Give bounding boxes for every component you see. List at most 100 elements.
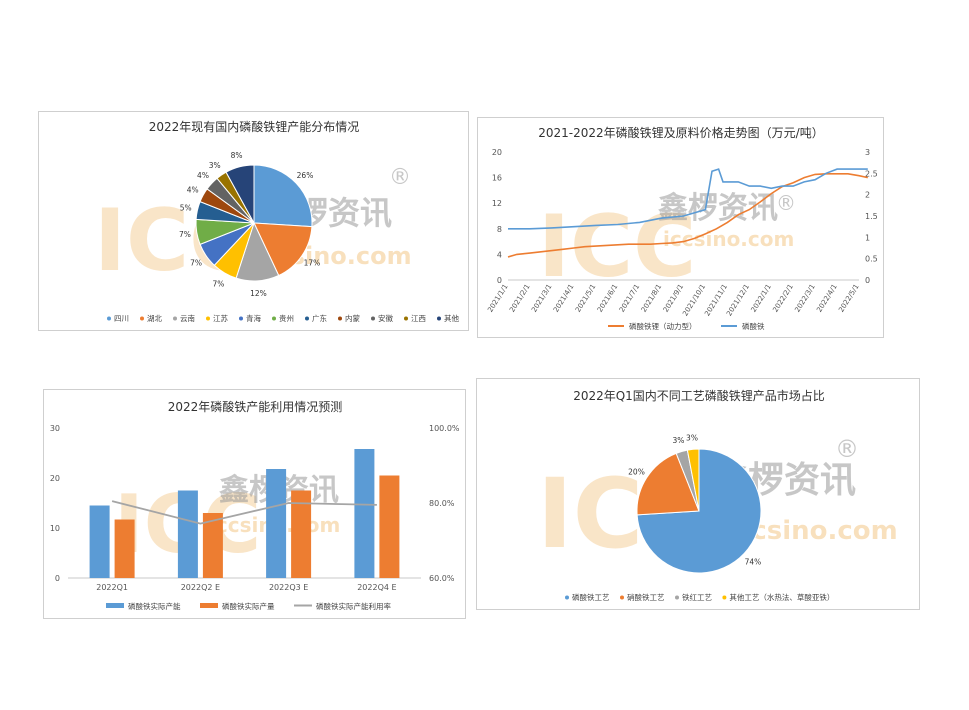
legend-marker [272, 316, 276, 321]
y-right-tick-label: 1 [865, 233, 870, 242]
x-tick-label: 2022/4/1 [815, 283, 838, 314]
bar-0-0 [89, 505, 110, 578]
y-left-tick-label: 0 [55, 574, 60, 583]
legend-label: 青海 [246, 313, 261, 323]
legend-label: 内蒙 [345, 313, 360, 323]
x-tick-label: 2022Q4 E [357, 583, 396, 592]
capacity-distribution-pie-chart: ICC 鑫椤资讯 iccsino.com ® 2022年现有国内磷酸铁锂产能分布… [94, 119, 459, 323]
x-tick-label: 2021/12/1 [725, 283, 751, 318]
pie-data-label: 3% [686, 433, 698, 442]
watermark-registered: ® [835, 435, 859, 463]
y-left-tick-label: 8 [497, 225, 502, 234]
pie-data-label: 4% [187, 185, 199, 194]
legend-marker [620, 595, 624, 600]
bar-1-2 [291, 490, 312, 578]
y-right-tick-label: 2 [865, 191, 870, 200]
watermark: ICC 鑫椤资讯 iccsino.com ® [537, 435, 898, 570]
pie-slice-1 [253, 222, 313, 277]
legend-marker [239, 316, 243, 321]
legend-marker [437, 316, 441, 321]
x-tick-label: 2021/2/1 [508, 283, 531, 314]
pie-data-label: 20% [628, 467, 645, 476]
legend-label: 其他 [444, 313, 459, 323]
process-share-pie-chart: ICC 鑫椤资讯 iccsino.com ® 2022年Q1国内不同工艺磷酸铁锂… [537, 388, 898, 602]
legend-marker [675, 595, 679, 600]
pie-slice-1 [636, 452, 700, 516]
capacity-utilization-combo-chart: ICC 鑫椤资讯 iccsino.com 2022年磷酸铁产能利用情况预测 01… [50, 399, 460, 611]
pie-data-label: 3% [209, 161, 221, 170]
chart-panel-process-share: ICC 鑫椤资讯 iccsino.com ® 2022年Q1国内不同工艺磷酸铁锂… [476, 378, 920, 610]
chart-panel-price-trend: ICC 鑫椤资讯 iccsino.com ® 2021-2022年磷酸铁锂及原料… [477, 117, 884, 338]
chart-title: 2022年磷酸铁产能利用情况预测 [168, 399, 343, 414]
y-right-tick-label: 80.0% [429, 499, 455, 508]
legend-label: 其他工艺（水热法、草酸亚铁） [729, 592, 834, 602]
pie-data-label: 8% [231, 151, 243, 160]
x-tick-label: 2022Q3 E [269, 583, 308, 592]
price-trend-line-chart: ICC 鑫椤资讯 iccsino.com ® 2021-2022年磷酸铁锂及原料… [486, 125, 878, 331]
bar-1-3 [379, 475, 400, 578]
chart-title: 2021-2022年磷酸铁锂及原料价格走势图（万元/吨） [538, 125, 823, 140]
pie-data-label: 3% [672, 436, 684, 445]
x-tick-label: 2022/3/1 [793, 283, 816, 314]
x-tick-label: 2022/5/1 [837, 283, 860, 314]
pie-data-label: 5% [180, 204, 192, 213]
y-right-tick-label: 100.0% [429, 424, 460, 433]
x-tick-label: 2022/1/1 [749, 283, 772, 314]
y-right-tick-label: 0 [865, 276, 870, 285]
x-tick-label: 2022/2/1 [771, 283, 794, 314]
bar-1-0 [114, 519, 135, 578]
y-right-tick-label: 0.5 [865, 255, 878, 264]
bar-0-3 [354, 449, 375, 578]
legend-label: 磷酸铁实际产能利用率 [316, 601, 391, 611]
bar-0-2 [266, 469, 287, 578]
chart-panel-capacity-distribution: ICC 鑫椤资讯 iccsino.com ® 2022年现有国内磷酸铁锂产能分布… [38, 111, 469, 331]
legend-marker [106, 603, 124, 608]
watermark-url: iccsino.com [663, 227, 794, 251]
legend-label: 磷酸铁实际产能 [128, 601, 181, 611]
series-line-0 [507, 173, 868, 258]
pie-data-label: 7% [212, 279, 224, 288]
pie-data-label: 26% [297, 171, 314, 180]
legend-label: 四川 [114, 314, 129, 323]
y-left-tick-label: 30 [50, 424, 60, 433]
x-tick-label: 2022Q1 [96, 583, 128, 592]
legend-label: 硝酸铁工艺 [627, 592, 665, 602]
pie-data-label: 7% [179, 230, 191, 239]
y-right-tick-label: 1.5 [865, 212, 878, 221]
legend-label: 江西 [411, 314, 426, 323]
y-left-tick-label: 4 [497, 250, 502, 259]
legend-label: 磷酸铁 [742, 321, 765, 331]
y-left-tick-label: 20 [492, 148, 502, 157]
pie-data-label: 7% [190, 258, 202, 267]
pie-slice-0 [253, 164, 313, 228]
legend-label: 湖北 [147, 314, 162, 323]
legend-label: 磷酸铁实际产量 [222, 601, 275, 611]
pie-data-label: 12% [250, 289, 267, 298]
chart-title: 2022年现有国内磷酸铁锂产能分布情况 [149, 119, 360, 134]
x-tick-label: 2022Q2 E [181, 583, 220, 592]
pie-data-label: 17% [304, 258, 321, 267]
legend-label: 安徽 [378, 313, 393, 323]
watermark-registered: ® [776, 191, 796, 215]
y-left-tick-label: 16 [492, 174, 502, 183]
legend-marker [107, 316, 111, 321]
pie-data-label: 4% [197, 171, 209, 180]
y-right-tick-label: 60.0% [429, 574, 455, 583]
legend-marker [565, 595, 569, 600]
y-left-tick-label: 10 [50, 524, 60, 533]
pie-slice-10 [225, 164, 255, 224]
chart-title: 2022年Q1国内不同工艺磷酸铁锂产品市场占比 [573, 388, 825, 403]
watermark-name: 鑫椤资讯 [658, 191, 778, 226]
legend-marker [338, 316, 342, 321]
legend-marker [371, 316, 375, 321]
bar-1-1 [202, 513, 223, 578]
bar-0-1 [177, 490, 198, 578]
legend-marker [200, 603, 218, 608]
y-left-tick-label: 12 [492, 199, 502, 208]
legend-marker [404, 316, 408, 321]
legend-label: 铁红工艺 [682, 592, 712, 602]
legend-label: 江苏 [213, 313, 228, 323]
pie-slice-3 [686, 448, 700, 512]
legend-label: 广东 [312, 313, 327, 323]
legend-marker [140, 316, 144, 321]
